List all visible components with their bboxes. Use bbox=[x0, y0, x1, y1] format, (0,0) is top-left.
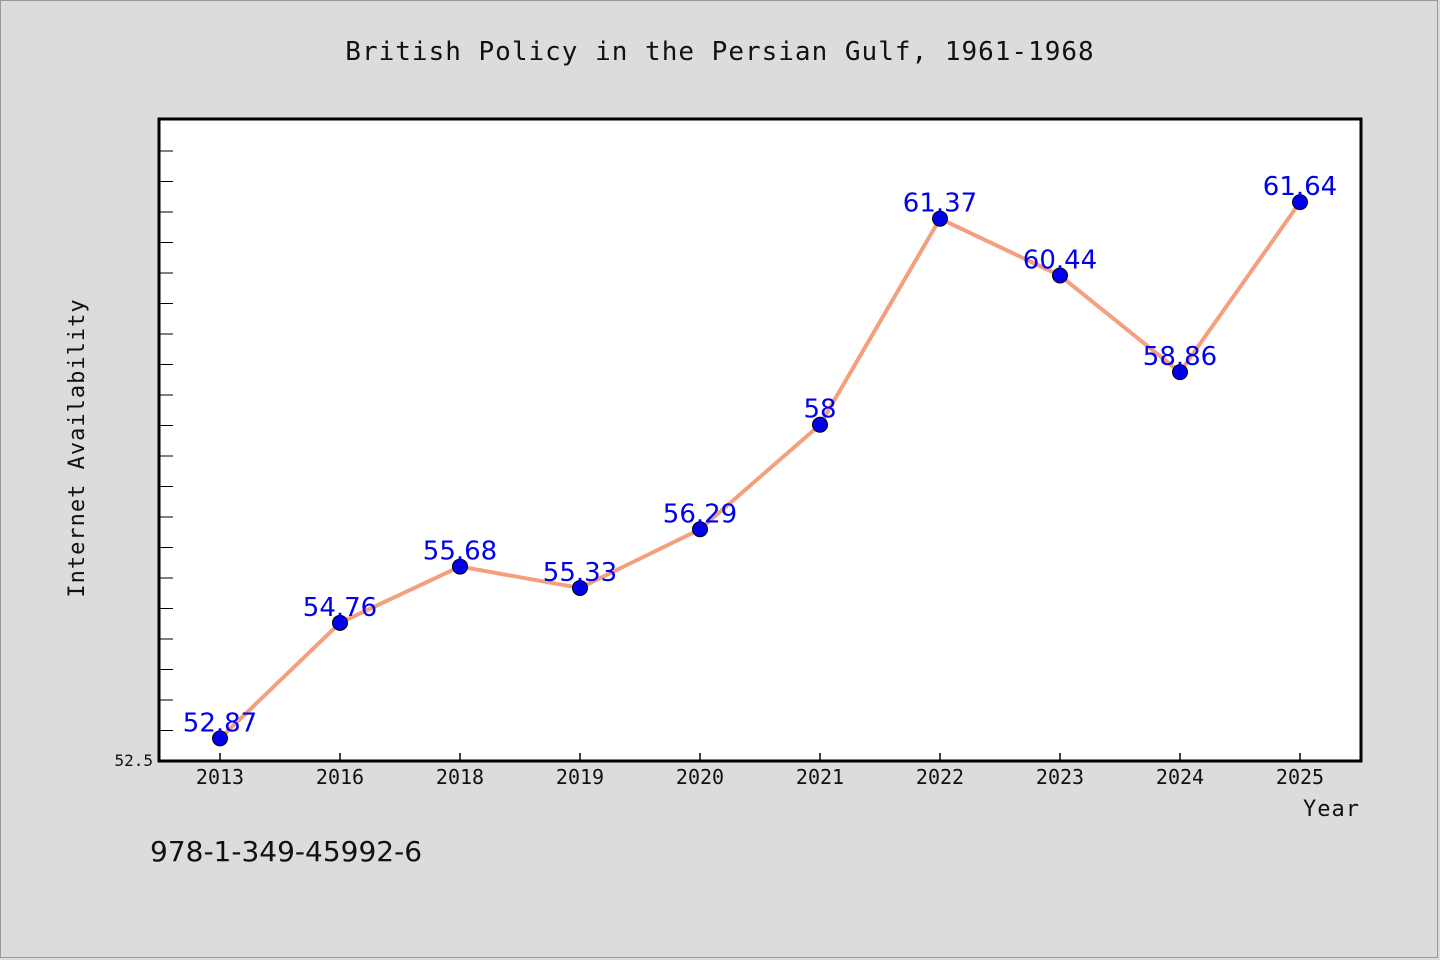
plot-area bbox=[157, 117, 1363, 763]
data-point-marker bbox=[332, 614, 348, 631]
data-label: 58 bbox=[803, 395, 836, 425]
series-line-group bbox=[218, 201, 1302, 740]
markers-group bbox=[212, 194, 1308, 747]
data-point-marker bbox=[932, 210, 948, 227]
data-labels-group: 52.87 54.76 55.68 55.33 56.29 58 61.37 60.44 58.… bbox=[183, 172, 1337, 738]
y-ticks bbox=[159, 150, 173, 731]
x-tick-label: 2020 bbox=[676, 765, 724, 789]
x-tick-label: 2021 bbox=[796, 765, 844, 789]
data-label: 61.64 bbox=[1263, 172, 1337, 202]
data-label: 56.29 bbox=[663, 499, 737, 529]
x-tick-label: 2023 bbox=[1036, 765, 1084, 789]
y-axis-label: Internet Availability bbox=[65, 298, 90, 597]
data-point-marker bbox=[1052, 267, 1068, 284]
x-ticks: 2013 2016 2018 2019 2020 2021 2022 2023 2024 2025 bbox=[196, 753, 1324, 789]
x-tick-label: 2018 bbox=[436, 765, 484, 789]
x-tick-label: 2022 bbox=[916, 765, 964, 789]
data-point-marker bbox=[1292, 194, 1308, 211]
data-point-marker bbox=[572, 579, 588, 596]
data-point-marker bbox=[1172, 364, 1188, 381]
data-label: 58.86 bbox=[1143, 342, 1217, 372]
chart-title: British Policy in the Persian Gulf, 1961… bbox=[345, 37, 1094, 67]
x-tick-label: 2019 bbox=[556, 765, 604, 789]
x-tick-label: 2013 bbox=[196, 765, 244, 789]
isbn-text: 978-1-349-45992-6 bbox=[150, 835, 423, 868]
data-point-marker bbox=[692, 521, 708, 538]
data-label: 52.87 bbox=[183, 708, 257, 738]
data-point-marker bbox=[212, 730, 228, 747]
x-tick-label: 2016 bbox=[316, 765, 364, 789]
x-tick-label: 2025 bbox=[1276, 765, 1324, 789]
data-label: 54.76 bbox=[303, 593, 377, 623]
data-label: 55.33 bbox=[543, 558, 617, 588]
data-point-marker bbox=[812, 416, 828, 433]
data-label: 61.37 bbox=[903, 189, 977, 219]
data-label: 60.44 bbox=[1023, 246, 1097, 276]
data-label: 55.68 bbox=[423, 537, 497, 567]
data-point-marker bbox=[452, 558, 468, 575]
series-line bbox=[218, 201, 1302, 740]
x-tick-label: 2024 bbox=[1156, 765, 1204, 789]
x-axis-label: Year bbox=[1303, 797, 1360, 822]
y-min-tick-label: 52.5 bbox=[114, 751, 153, 770]
